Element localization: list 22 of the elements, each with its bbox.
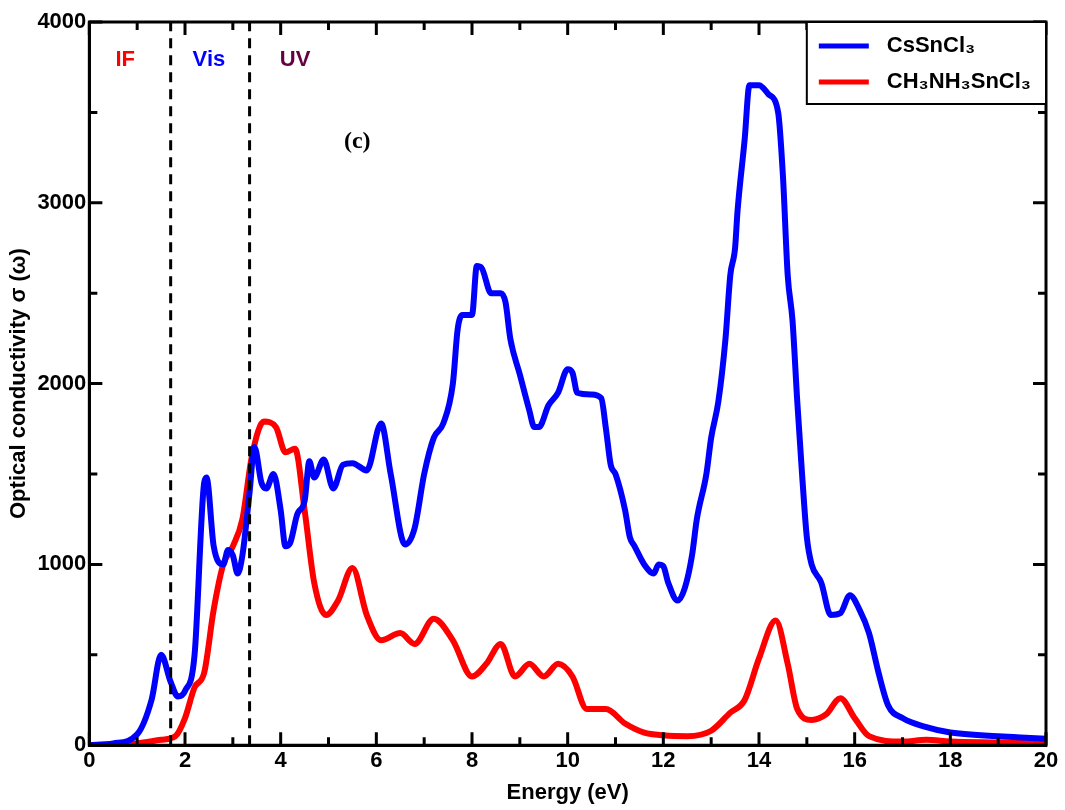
x-tick-label: 14 <box>746 747 772 773</box>
annotation: IF <box>115 46 135 72</box>
y-tick-label: 4000 <box>37 8 87 34</box>
y-axis-title: Optical conductivity σ (ω) <box>5 248 31 519</box>
x-axis-title: Energy (eV) <box>506 778 629 804</box>
legend-label: CH₃NH₃SnCl₃ <box>886 68 1032 94</box>
annotation: UV <box>279 46 311 72</box>
y-tick-label: 1000 <box>37 550 87 576</box>
x-tick-label: 8 <box>465 747 479 773</box>
y-tick-label: 3000 <box>37 188 87 214</box>
x-tick-label: 18 <box>938 747 963 773</box>
x-tick-label: 12 <box>651 747 676 773</box>
legend-label: CsSnCl₃ <box>886 32 976 58</box>
annotation: (c) <box>343 126 371 153</box>
x-tick-label: 10 <box>555 747 580 773</box>
x-tick-label: 16 <box>842 747 867 773</box>
x-tick-label: 20 <box>1033 747 1059 773</box>
y-tick-label: 2000 <box>37 369 87 395</box>
x-tick-label: 2 <box>178 747 192 773</box>
x-tick-label: 4 <box>274 747 288 773</box>
x-tick-label: 6 <box>370 747 383 773</box>
annotation: Vis <box>192 46 226 72</box>
